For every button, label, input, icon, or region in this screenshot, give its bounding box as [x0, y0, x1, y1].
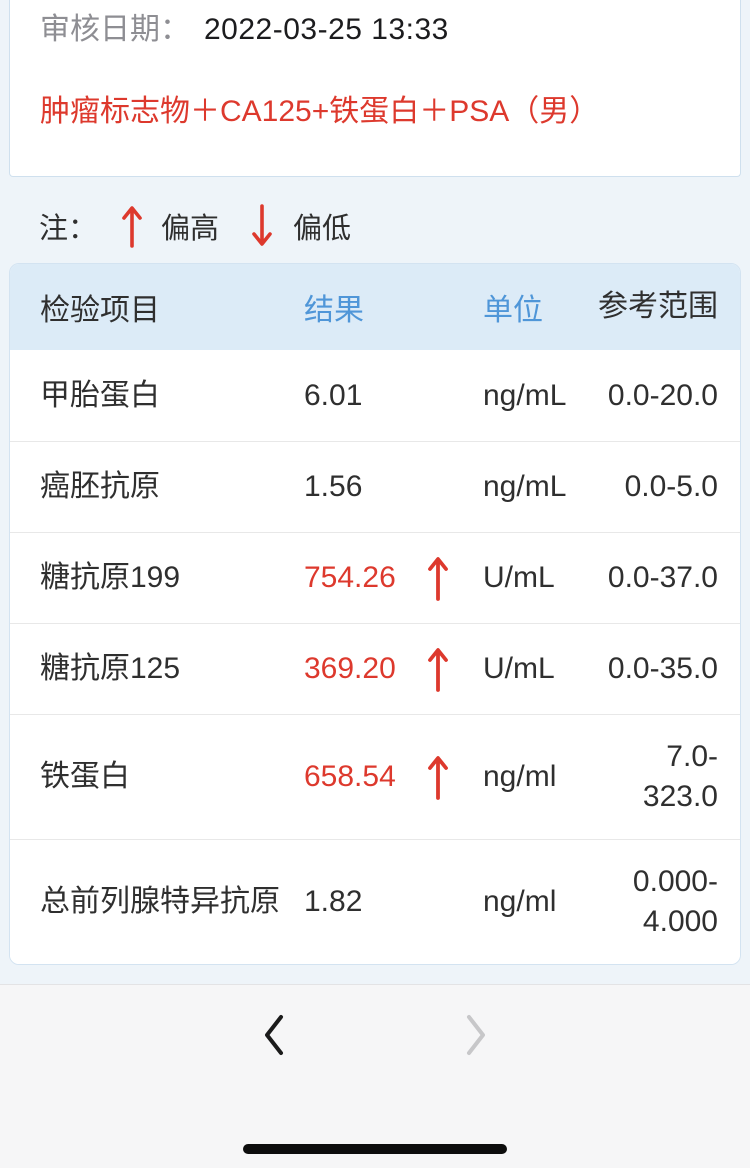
arrow-up-icon — [121, 204, 143, 248]
table-row: 癌胚抗原 1.56 ng/mL 0.0-5.0 — [10, 441, 740, 532]
test-result-value: 1.82 — [304, 885, 363, 918]
test-result: 754.26 — [304, 555, 483, 601]
reference-range: 0.000- 4.000 — [632, 865, 718, 938]
chevron-right-icon — [464, 1014, 488, 1059]
home-indicator[interactable] — [243, 1144, 507, 1154]
arrow-up-icon — [426, 555, 450, 601]
table-row: 糖抗原199 754.26 U/mL 0.0-37.0 — [10, 532, 740, 623]
legend-note: 注： 偏高 偏低 — [9, 203, 741, 249]
footer — [0, 984, 750, 1168]
note-label: 注： — [39, 213, 98, 245]
test-result-value: 754.26 — [304, 561, 396, 594]
test-result: 1.56 — [304, 466, 483, 508]
header-reference-range: 参考范围 — [598, 290, 718, 323]
reference-range: 0.0-5.0 — [624, 470, 718, 503]
test-result-value: 369.20 — [304, 652, 396, 685]
table-header-row: 检验项目 结果 单位 参考范围 — [10, 264, 740, 350]
test-item-name: 癌胚抗原 — [40, 470, 160, 503]
low-label: 偏低 — [293, 213, 352, 245]
table-row: 甲胎蛋白 6.01 ng/mL 0.0-20.0 — [10, 350, 740, 441]
chevron-left-icon — [262, 1014, 286, 1059]
table-body: 甲胎蛋白 6.01 ng/mL 0.0-20.0 癌胚抗原 1.56 ng/mL… — [10, 350, 740, 964]
test-result-value: 6.01 — [304, 378, 363, 412]
test-item-name: 甲胎蛋白 — [40, 378, 160, 412]
high-label: 偏高 — [161, 213, 220, 245]
reference-range: 0.0-35.0 — [607, 652, 718, 685]
pager — [0, 985, 750, 1064]
review-date-label: 审核日期： — [40, 13, 190, 46]
test-result: 369.20 — [304, 646, 483, 692]
table-row: 糖抗原125 369.20 U/mL 0.0-35.0 — [10, 623, 740, 714]
test-item-name: 铁蛋白 — [40, 760, 130, 793]
table-row: 铁蛋白 658.54 ng/ml 7.0- 323.0 — [10, 714, 740, 839]
results-table: 检验项目 结果 单位 参考范围 甲胎蛋白 6.01 ng/mL 0.0-20.0… — [9, 263, 741, 965]
test-unit: ng/ml — [483, 885, 557, 918]
reference-range: 0.0-37.0 — [607, 561, 718, 594]
header-test-item: 检验项目 — [40, 294, 160, 327]
arrow-up-icon — [426, 646, 450, 692]
test-item-name: 糖抗原199 — [40, 561, 181, 594]
reference-range: 0.0-20.0 — [607, 378, 718, 412]
table-row: 总前列腺特异抗原 1.82 ng/ml 0.000- 4.000 — [10, 839, 740, 964]
review-date-value: 2022-03-25 13:33 — [204, 13, 449, 46]
test-result: 658.54 — [304, 754, 483, 800]
report-header-card: 审核日期： 2022-03-25 13:33 肿瘤标志物＋CA125+铁蛋白＋P… — [9, 0, 741, 177]
test-result-value: 1.56 — [304, 470, 363, 503]
test-unit: ng/mL — [483, 470, 567, 503]
arrow-down-icon — [251, 204, 273, 248]
prev-page-button[interactable] — [252, 1008, 296, 1064]
test-result: 6.01 — [304, 375, 483, 417]
header-unit: 单位 — [483, 294, 543, 327]
test-result-value: 658.54 — [304, 760, 396, 793]
test-unit: U/mL — [483, 652, 555, 685]
panel-title: 肿瘤标志物＋CA125+铁蛋白＋PSA（男） — [40, 95, 600, 128]
review-date-row: 审核日期： 2022-03-25 13:33 — [40, 10, 710, 50]
arrow-up-icon — [426, 754, 450, 800]
test-unit: U/mL — [483, 561, 555, 594]
header-result: 结果 — [304, 294, 364, 327]
test-item-name: 糖抗原125 — [40, 652, 181, 685]
test-result: 1.82 — [304, 881, 483, 923]
next-page-button[interactable] — [454, 1008, 498, 1064]
test-unit: ng/mL — [483, 378, 567, 412]
reference-range: 7.0- 323.0 — [642, 740, 718, 813]
test-unit: ng/ml — [483, 760, 557, 793]
test-item-name: 总前列腺特异抗原 — [40, 885, 280, 918]
